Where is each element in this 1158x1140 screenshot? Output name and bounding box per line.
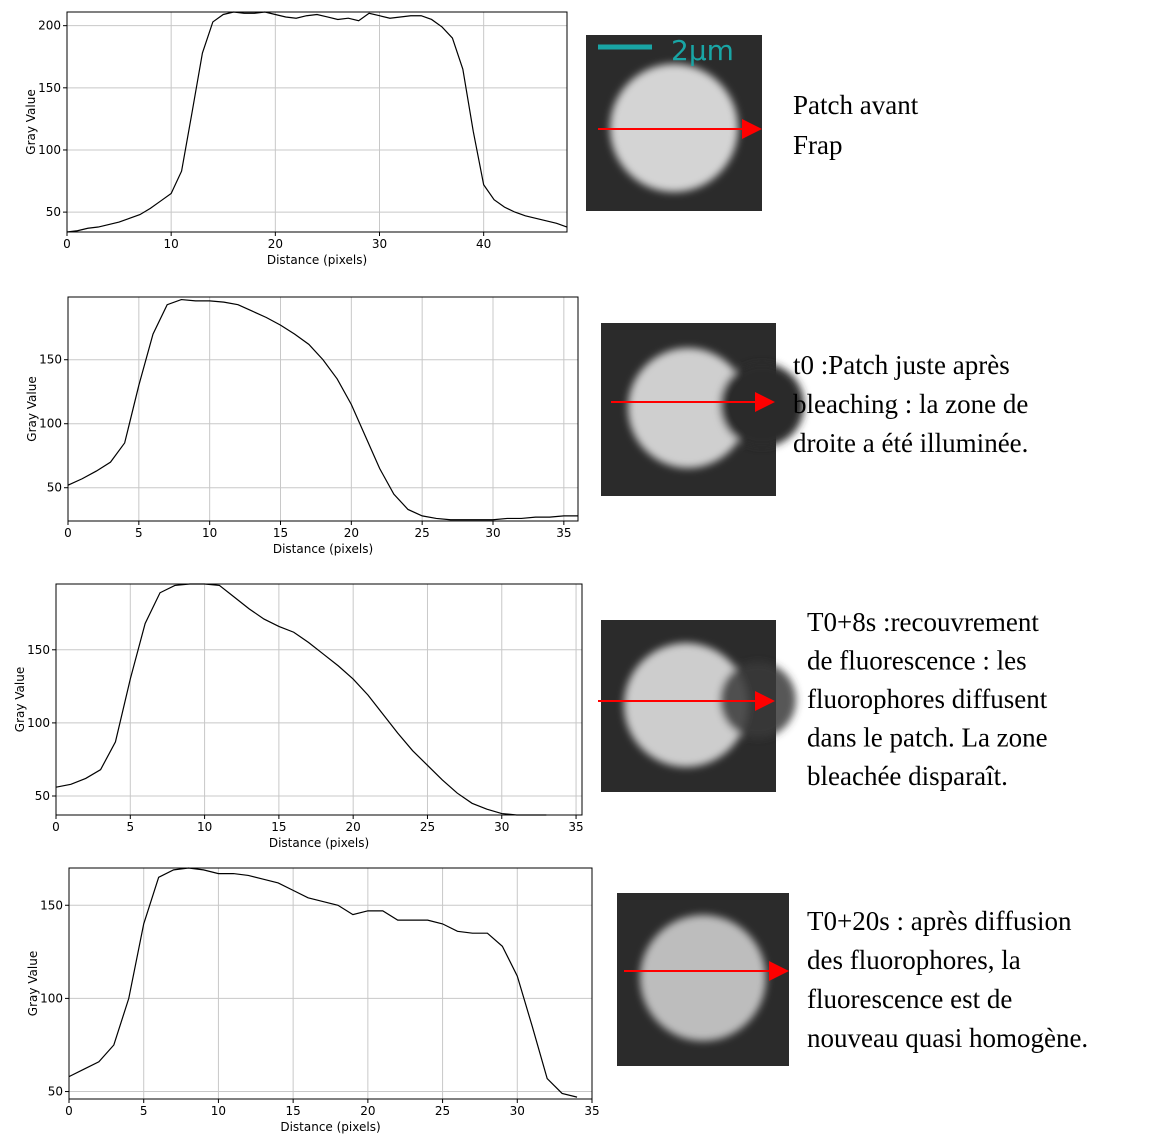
x-tick-label: 5 <box>135 526 143 540</box>
scale-bar-label: 2µm <box>671 34 734 67</box>
chart: 0 5 10 15 20 25 30 35 50 100 150 Distance (pixels) G… <box>13 583 584 850</box>
plot-area <box>67 12 567 232</box>
x-tick-label: 20 <box>344 526 359 540</box>
x-tick-label: 10 <box>202 526 217 540</box>
caption-line: t0 :Patch juste après <box>793 350 1010 380</box>
x-tick-label: 25 <box>435 1104 450 1118</box>
caption-line: bleachée disparaît. <box>807 761 1008 791</box>
x-tick-label: 0 <box>63 237 71 251</box>
x-tick-label: 0 <box>65 1104 73 1118</box>
x-tick-label: 0 <box>52 820 60 834</box>
x-tick-label: 5 <box>126 820 134 834</box>
plot-frame <box>66 11 568 233</box>
x-tick-label: 10 <box>197 820 212 834</box>
caption-line: bleaching : la zone de <box>793 389 1028 419</box>
y-tick-label: 100 <box>27 716 50 730</box>
data-line <box>67 298 578 521</box>
plot-frame <box>68 867 593 1100</box>
plot-area <box>69 868 592 1099</box>
caption-line: fluorophores diffusent <box>807 684 1048 714</box>
x-tick-label: 10 <box>164 237 179 251</box>
x-tick-label: 15 <box>273 526 288 540</box>
x-tick-label: 40 <box>476 237 491 251</box>
x-tick-label: 25 <box>415 526 430 540</box>
x-tick-label: 15 <box>271 820 286 834</box>
y-tick-label: 100 <box>40 991 63 1005</box>
caption-line: dans le patch. La zone <box>807 723 1048 753</box>
image-4 <box>617 893 789 1066</box>
y-tick-label: 50 <box>48 1085 63 1099</box>
x-axis-label: Distance (pixels) <box>269 836 369 850</box>
x-tick-label: 20 <box>346 820 361 834</box>
x-axis-label: Distance (pixels) <box>280 1120 380 1134</box>
x-tick-label: 5 <box>140 1104 148 1118</box>
caption-line: nouveau quasi homogène. <box>807 1023 1088 1053</box>
x-tick-label: 30 <box>510 1104 525 1118</box>
data-line <box>66 11 568 233</box>
caption-line: fluorescence est de <box>807 984 1012 1014</box>
x-tick-label: 0 <box>64 526 72 540</box>
x-axis-label: Distance (pixels) <box>267 253 367 267</box>
caption-line: T0+8s :recouvrement <box>807 607 1039 637</box>
x-tick-label: 35 <box>556 526 571 540</box>
chart: 0 5 10 15 20 25 30 35 50 100 150 Distance (pixels) G… <box>26 867 600 1134</box>
y-tick-label: 50 <box>47 481 62 495</box>
y-tick-label: 100 <box>39 417 62 431</box>
image-1: 2µm <box>586 34 762 211</box>
plot-area <box>56 584 582 815</box>
caption-line: Patch avant <box>793 90 919 120</box>
y-axis-label: Gray Value <box>13 667 27 732</box>
x-tick-label: 30 <box>494 820 509 834</box>
x-tick-label: 10 <box>211 1104 226 1118</box>
x-tick-label: 35 <box>584 1104 599 1118</box>
x-tick-label: 25 <box>420 820 435 834</box>
caption-line: T0+20s : après diffusion <box>807 906 1072 936</box>
y-axis-label: Gray Value <box>24 89 38 154</box>
chart: 0 10 20 30 40 50 100 150 200 Distance (pixels) Gra… <box>24 11 568 267</box>
x-tick-label: 30 <box>485 526 500 540</box>
data-line <box>68 867 578 1098</box>
caption-line: droite a été illuminée. <box>793 428 1028 458</box>
caption-line: Frap <box>793 130 843 160</box>
y-axis-label: Gray Value <box>26 951 40 1016</box>
x-tick-label: 30 <box>372 237 387 251</box>
x-axis-label: Distance (pixels) <box>273 542 373 556</box>
x-tick-label: 20 <box>268 237 283 251</box>
y-tick-label: 150 <box>38 81 61 95</box>
image-3 <box>598 620 796 792</box>
y-tick-label: 150 <box>40 898 63 912</box>
chart: 0 5 10 15 20 25 30 35 50 100 150 Distance (pixels) G… <box>25 296 579 556</box>
y-tick-label: 150 <box>27 643 50 657</box>
x-tick-label: 35 <box>568 820 583 834</box>
x-tick-label: 20 <box>360 1104 375 1118</box>
x-tick-label: 15 <box>286 1104 301 1118</box>
y-tick-label: 200 <box>38 19 61 33</box>
image-2 <box>601 323 804 496</box>
plot-frame <box>55 583 583 816</box>
caption-line: de fluorescence : les <box>807 646 1027 676</box>
data-line <box>55 583 547 816</box>
y-axis-label: Gray Value <box>25 376 39 441</box>
plot-frame <box>67 296 579 522</box>
caption-line: des fluorophores, la <box>807 945 1021 975</box>
y-tick-label: 50 <box>35 789 50 803</box>
y-tick-label: 50 <box>46 205 61 219</box>
y-tick-label: 150 <box>39 353 62 367</box>
y-tick-label: 100 <box>38 143 61 157</box>
